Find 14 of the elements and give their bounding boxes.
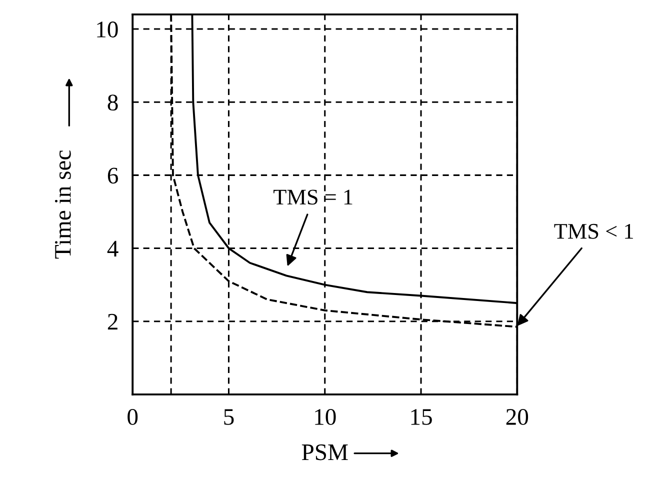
y-tick-label: 6 [108,168,118,184]
x-axis-title: PSM [302,444,348,460]
y-tick-label: 8 [108,94,118,111]
x-tick-label: 0 [128,408,138,425]
x-tick-label: 10 [315,408,336,425]
y-tick-label: 2 [108,314,118,330]
text: TMS < 1 [554,224,633,239]
y-tick-label: 4 [107,240,118,256]
annotation: TMS = 1 [274,190,352,205]
y-axis-title: Time in sec [54,150,71,259]
y-tick-label: 10 [97,22,118,38]
x-tick-label: 5 [224,409,234,425]
x-tick-label: 20 [506,408,528,425]
x-tick-label: 15 [411,409,432,425]
